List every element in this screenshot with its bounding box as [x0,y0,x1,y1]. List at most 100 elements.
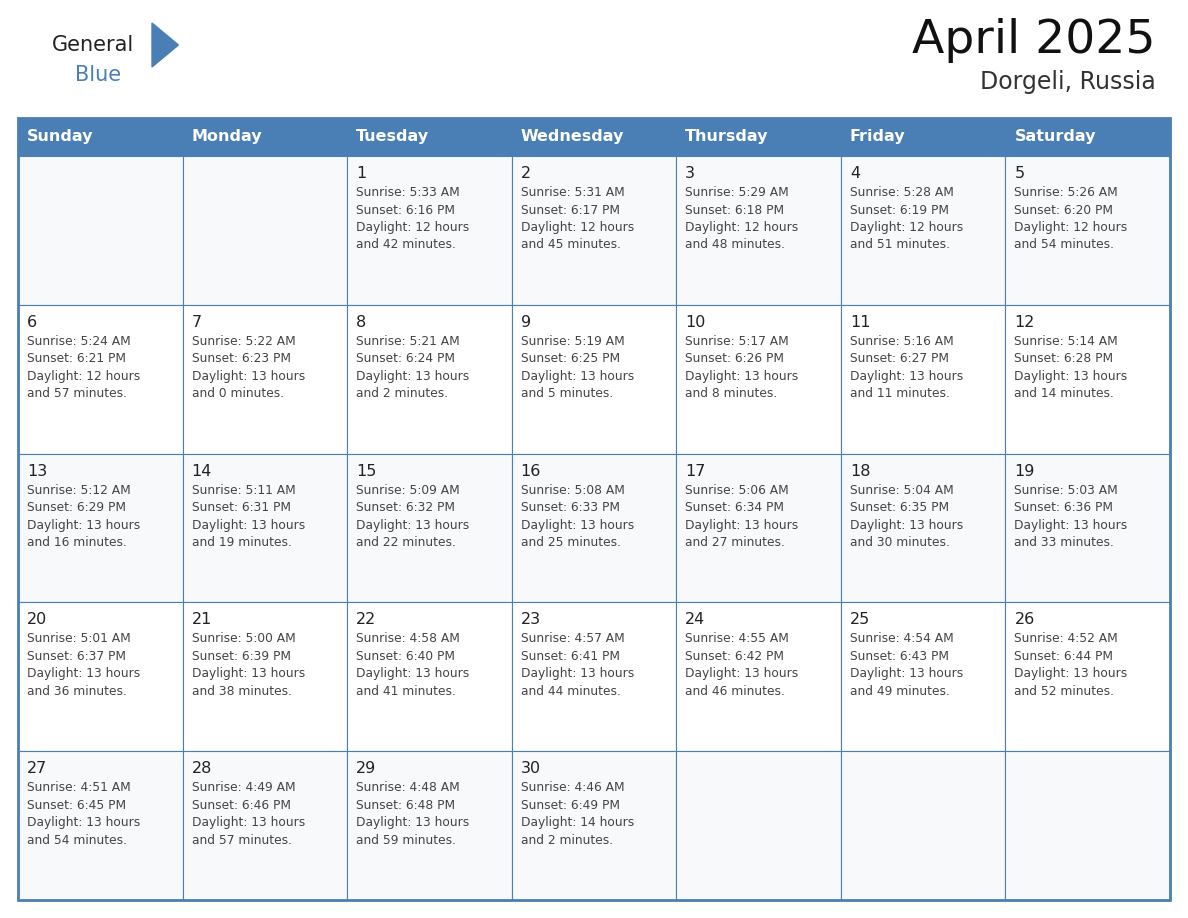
Bar [347,602,512,751]
Bar [1005,453,1170,602]
Text: Thursday: Thursday [685,129,769,144]
Bar [183,305,347,453]
Text: Sunset: 6:43 PM: Sunset: 6:43 PM [849,650,949,663]
Text: and 36 minutes.: and 36 minutes. [27,685,127,698]
Text: Sunrise: 5:16 AM: Sunrise: 5:16 AM [849,335,954,348]
Text: Sunset: 6:46 PM: Sunset: 6:46 PM [191,799,291,812]
Text: 17: 17 [685,464,706,478]
Text: and 27 minutes.: and 27 minutes. [685,536,785,549]
Text: 10: 10 [685,315,706,330]
Bar [18,118,1170,900]
Bar [183,453,347,602]
Text: Sunset: 6:39 PM: Sunset: 6:39 PM [191,650,291,663]
Text: Sunset: 6:27 PM: Sunset: 6:27 PM [849,353,949,365]
Text: Daylight: 13 hours: Daylight: 13 hours [685,519,798,532]
Text: Monday: Monday [191,129,263,144]
Bar [676,751,841,900]
Text: and 38 minutes.: and 38 minutes. [191,685,291,698]
Bar [183,118,347,156]
Text: 30: 30 [520,761,541,777]
Text: 11: 11 [849,315,871,330]
Text: Sunset: 6:35 PM: Sunset: 6:35 PM [849,501,949,514]
Text: Sunrise: 5:24 AM: Sunrise: 5:24 AM [27,335,131,348]
Text: Sunset: 6:21 PM: Sunset: 6:21 PM [27,353,126,365]
Text: Blue: Blue [75,65,121,85]
Text: Daylight: 13 hours: Daylight: 13 hours [191,370,305,383]
Text: Daylight: 13 hours: Daylight: 13 hours [191,519,305,532]
Text: 23: 23 [520,612,541,627]
Text: Daylight: 13 hours: Daylight: 13 hours [1015,370,1127,383]
Text: and 19 minutes.: and 19 minutes. [191,536,291,549]
Text: Sunrise: 4:52 AM: Sunrise: 4:52 AM [1015,633,1118,645]
Bar [347,305,512,453]
Text: Daylight: 13 hours: Daylight: 13 hours [849,370,963,383]
Text: and 57 minutes.: and 57 minutes. [191,834,291,846]
Bar [676,156,841,305]
Text: Sunrise: 5:22 AM: Sunrise: 5:22 AM [191,335,296,348]
Text: Sunset: 6:16 PM: Sunset: 6:16 PM [356,204,455,217]
Bar [18,305,183,453]
Bar [841,751,1005,900]
Text: and 44 minutes.: and 44 minutes. [520,685,620,698]
Text: and 5 minutes.: and 5 minutes. [520,387,613,400]
Text: Sunrise: 5:12 AM: Sunrise: 5:12 AM [27,484,131,497]
Text: 25: 25 [849,612,870,627]
Text: Sunset: 6:23 PM: Sunset: 6:23 PM [191,353,291,365]
Text: and 25 minutes.: and 25 minutes. [520,536,620,549]
Bar [512,118,676,156]
Text: and 51 minutes.: and 51 minutes. [849,239,950,252]
Text: Sunset: 6:28 PM: Sunset: 6:28 PM [1015,353,1113,365]
Text: Sunrise: 5:03 AM: Sunrise: 5:03 AM [1015,484,1118,497]
Text: 29: 29 [356,761,377,777]
Text: Daylight: 13 hours: Daylight: 13 hours [1015,519,1127,532]
Text: 12: 12 [1015,315,1035,330]
Text: Daylight: 13 hours: Daylight: 13 hours [27,667,140,680]
Text: and 57 minutes.: and 57 minutes. [27,387,127,400]
Text: and 2 minutes.: and 2 minutes. [356,387,448,400]
Text: and 54 minutes.: and 54 minutes. [27,834,127,846]
Bar [347,118,512,156]
Text: 27: 27 [27,761,48,777]
Text: Sunrise: 5:14 AM: Sunrise: 5:14 AM [1015,335,1118,348]
Text: Daylight: 13 hours: Daylight: 13 hours [191,667,305,680]
Text: and 49 minutes.: and 49 minutes. [849,685,949,698]
Bar [841,453,1005,602]
Text: 2: 2 [520,166,531,181]
Text: and 33 minutes.: and 33 minutes. [1015,536,1114,549]
Text: Sunrise: 5:29 AM: Sunrise: 5:29 AM [685,186,789,199]
Text: Sunrise: 4:51 AM: Sunrise: 4:51 AM [27,781,131,794]
Text: Sunset: 6:37 PM: Sunset: 6:37 PM [27,650,126,663]
Text: Daylight: 12 hours: Daylight: 12 hours [849,221,963,234]
Text: Sunrise: 5:19 AM: Sunrise: 5:19 AM [520,335,625,348]
Text: Daylight: 13 hours: Daylight: 13 hours [191,816,305,829]
Bar [1005,156,1170,305]
Text: Sunrise: 4:46 AM: Sunrise: 4:46 AM [520,781,625,794]
Text: Sunset: 6:32 PM: Sunset: 6:32 PM [356,501,455,514]
Text: Sunrise: 5:01 AM: Sunrise: 5:01 AM [27,633,131,645]
Text: Sunset: 6:48 PM: Sunset: 6:48 PM [356,799,455,812]
Text: Sunday: Sunday [27,129,94,144]
Text: Sunrise: 5:04 AM: Sunrise: 5:04 AM [849,484,954,497]
Text: 4: 4 [849,166,860,181]
Text: Sunrise: 5:21 AM: Sunrise: 5:21 AM [356,335,460,348]
Bar [676,118,841,156]
Text: and 16 minutes.: and 16 minutes. [27,536,127,549]
Text: 28: 28 [191,761,211,777]
Text: Sunrise: 4:49 AM: Sunrise: 4:49 AM [191,781,295,794]
Text: Tuesday: Tuesday [356,129,429,144]
Text: Daylight: 13 hours: Daylight: 13 hours [27,519,140,532]
Text: 7: 7 [191,315,202,330]
Text: Sunrise: 5:00 AM: Sunrise: 5:00 AM [191,633,296,645]
Text: Daylight: 13 hours: Daylight: 13 hours [849,667,963,680]
Text: Saturday: Saturday [1015,129,1095,144]
Bar [1005,118,1170,156]
Bar [512,602,676,751]
Text: 1: 1 [356,166,366,181]
Bar [1005,751,1170,900]
Text: Daylight: 13 hours: Daylight: 13 hours [520,667,634,680]
Text: and 46 minutes.: and 46 minutes. [685,685,785,698]
Text: and 2 minutes.: and 2 minutes. [520,834,613,846]
Bar [183,751,347,900]
Text: Sunset: 6:33 PM: Sunset: 6:33 PM [520,501,620,514]
Text: Daylight: 13 hours: Daylight: 13 hours [520,519,634,532]
